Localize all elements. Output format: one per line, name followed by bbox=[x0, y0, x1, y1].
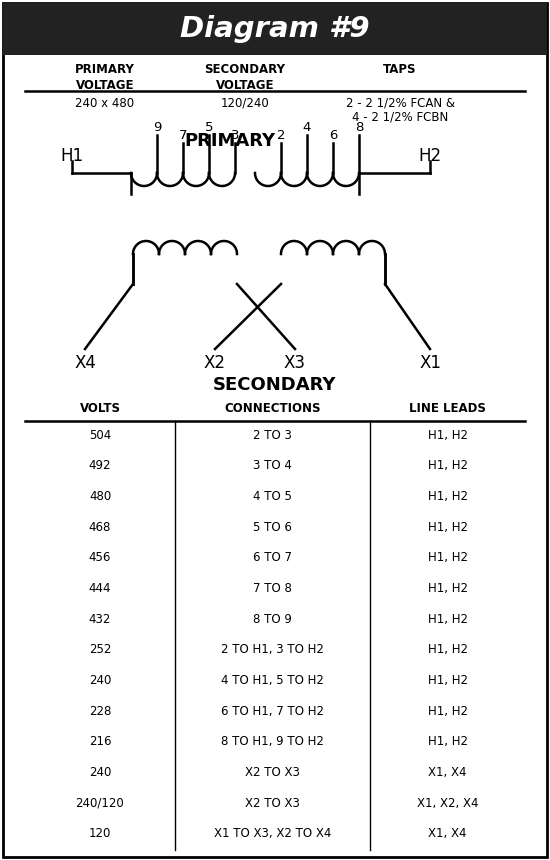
Text: 4: 4 bbox=[303, 121, 311, 134]
Text: TAPS: TAPS bbox=[383, 63, 417, 76]
Text: 7 TO 8: 7 TO 8 bbox=[253, 582, 292, 595]
Text: PRIMARY
VOLTAGE: PRIMARY VOLTAGE bbox=[75, 63, 135, 92]
Text: 4 TO H1, 5 TO H2: 4 TO H1, 5 TO H2 bbox=[221, 674, 324, 687]
Text: 7: 7 bbox=[179, 129, 187, 142]
Text: 8: 8 bbox=[355, 121, 363, 134]
Text: X1, X4: X1, X4 bbox=[428, 766, 467, 779]
Text: X2: X2 bbox=[204, 354, 226, 372]
Text: H1, H2: H1, H2 bbox=[427, 674, 468, 687]
Text: 240/120: 240/120 bbox=[76, 796, 124, 809]
Text: 5: 5 bbox=[205, 121, 213, 134]
Text: 3: 3 bbox=[231, 129, 239, 142]
Text: 468: 468 bbox=[89, 521, 111, 534]
Text: 216: 216 bbox=[89, 735, 111, 748]
Text: 456: 456 bbox=[89, 551, 111, 564]
Text: SECONDARY: SECONDARY bbox=[213, 376, 337, 394]
Text: 240: 240 bbox=[89, 766, 111, 779]
Text: 252: 252 bbox=[89, 643, 111, 656]
Text: 504: 504 bbox=[89, 429, 111, 442]
Text: X1, X4: X1, X4 bbox=[428, 827, 467, 840]
Text: X2 TO X3: X2 TO X3 bbox=[245, 766, 300, 779]
Text: H1: H1 bbox=[60, 147, 84, 165]
Text: 8 TO H1, 9 TO H2: 8 TO H1, 9 TO H2 bbox=[221, 735, 324, 748]
Text: 9: 9 bbox=[153, 121, 161, 134]
Text: H1, H2: H1, H2 bbox=[427, 429, 468, 442]
Text: H1, H2: H1, H2 bbox=[427, 643, 468, 656]
Text: 240: 240 bbox=[89, 674, 111, 687]
Text: 2 - 2 1/2% FCAN &: 2 - 2 1/2% FCAN & bbox=[345, 97, 454, 110]
Text: 3 TO 4: 3 TO 4 bbox=[253, 459, 292, 472]
Text: 120/240: 120/240 bbox=[221, 97, 270, 110]
Text: 480: 480 bbox=[89, 490, 111, 503]
Text: X3: X3 bbox=[284, 354, 306, 372]
Text: X1: X1 bbox=[419, 354, 441, 372]
Text: 240 x 480: 240 x 480 bbox=[75, 97, 135, 110]
Text: 2 TO H1, 3 TO H2: 2 TO H1, 3 TO H2 bbox=[221, 643, 324, 656]
Text: 2 TO 3: 2 TO 3 bbox=[253, 429, 292, 442]
Text: PRIMARY: PRIMARY bbox=[184, 132, 276, 150]
Text: 6: 6 bbox=[329, 129, 337, 142]
Text: 2: 2 bbox=[277, 129, 285, 142]
Text: 5 TO 6: 5 TO 6 bbox=[253, 521, 292, 534]
Text: VOLTS: VOLTS bbox=[80, 402, 120, 415]
Text: 8 TO 9: 8 TO 9 bbox=[253, 612, 292, 626]
Text: X2 TO X3: X2 TO X3 bbox=[245, 796, 300, 809]
Bar bbox=[3, 3, 547, 55]
Text: H1, H2: H1, H2 bbox=[427, 612, 468, 626]
Text: 492: 492 bbox=[89, 459, 111, 472]
Text: 228: 228 bbox=[89, 704, 111, 717]
Text: 444: 444 bbox=[89, 582, 111, 595]
Text: X1 TO X3, X2 TO X4: X1 TO X3, X2 TO X4 bbox=[214, 827, 331, 840]
Text: 4 - 2 1/2% FCBN: 4 - 2 1/2% FCBN bbox=[352, 110, 448, 123]
Text: H1, H2: H1, H2 bbox=[427, 582, 468, 595]
Text: LINE LEADS: LINE LEADS bbox=[409, 402, 486, 415]
Text: H1, H2: H1, H2 bbox=[427, 521, 468, 534]
Text: 6 TO 7: 6 TO 7 bbox=[253, 551, 292, 564]
Text: Diagram #9: Diagram #9 bbox=[180, 15, 370, 43]
Text: H1, H2: H1, H2 bbox=[427, 735, 468, 748]
Text: H1, H2: H1, H2 bbox=[427, 490, 468, 503]
Text: H1, H2: H1, H2 bbox=[427, 551, 468, 564]
Text: H1, H2: H1, H2 bbox=[427, 459, 468, 472]
Text: H1, H2: H1, H2 bbox=[427, 704, 468, 717]
Text: SECONDARY
VOLTAGE: SECONDARY VOLTAGE bbox=[205, 63, 285, 92]
Text: X4: X4 bbox=[74, 354, 96, 372]
Text: 432: 432 bbox=[89, 612, 111, 626]
Text: H2: H2 bbox=[419, 147, 442, 165]
Text: 6 TO H1, 7 TO H2: 6 TO H1, 7 TO H2 bbox=[221, 704, 324, 717]
Text: 4 TO 5: 4 TO 5 bbox=[253, 490, 292, 503]
Text: CONNECTIONS: CONNECTIONS bbox=[224, 402, 321, 415]
Text: 120: 120 bbox=[89, 827, 111, 840]
Text: X1, X2, X4: X1, X2, X4 bbox=[417, 796, 478, 809]
